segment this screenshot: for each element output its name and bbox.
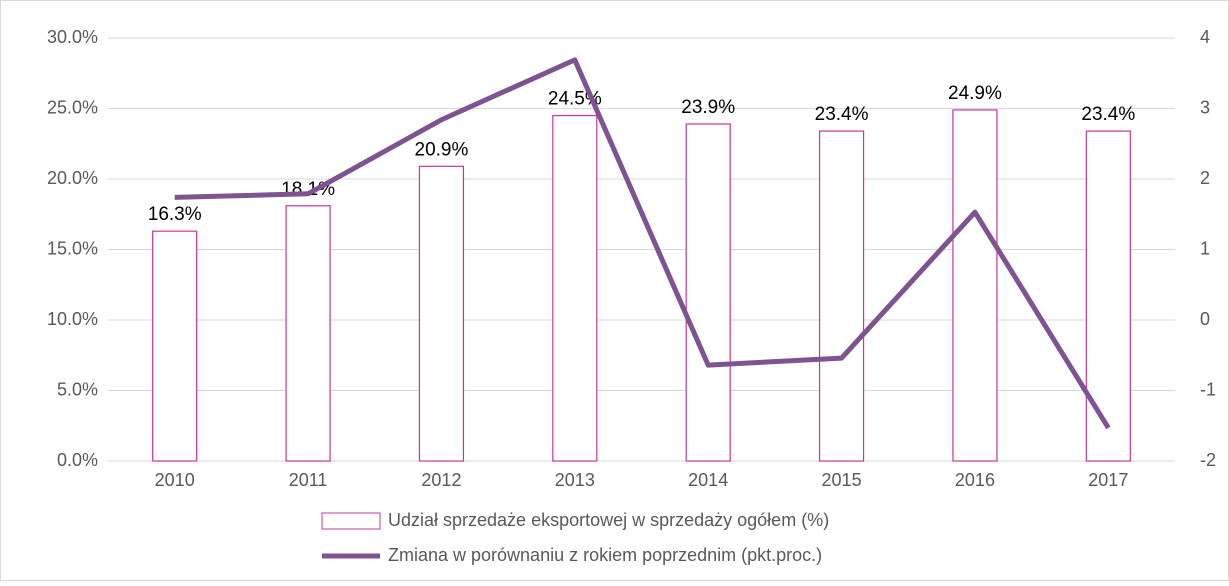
x-tick-label: 2011 bbox=[289, 470, 328, 490]
y2-tick-label: 1 bbox=[1200, 238, 1210, 258]
bar bbox=[952, 109, 998, 462]
x-tick-label: 2015 bbox=[822, 470, 862, 490]
y-tick-label: 15.0% bbox=[47, 238, 98, 258]
y2-tick-label: 4 bbox=[1200, 27, 1210, 47]
bar bbox=[818, 130, 865, 462]
x-tick-label: 2012 bbox=[421, 470, 461, 490]
bar bbox=[152, 230, 198, 462]
data-label: 16.3% bbox=[148, 204, 202, 225]
y-tick-label: 10.0% bbox=[47, 309, 98, 329]
x-tick-label: 2017 bbox=[1088, 470, 1128, 490]
x-tick-label: 2010 bbox=[155, 470, 195, 490]
data-label: 24.9% bbox=[948, 83, 1002, 104]
x-tick-label: 2013 bbox=[555, 470, 595, 490]
y-tick-label: 5.0% bbox=[57, 379, 98, 399]
y-tick-label: 25.0% bbox=[47, 97, 98, 117]
legend-swatch bbox=[321, 512, 381, 530]
bar bbox=[285, 205, 331, 462]
data-label: 20.9% bbox=[415, 139, 469, 160]
data-label: 23.4% bbox=[1081, 104, 1135, 125]
y-tick-label: 20.0% bbox=[47, 168, 98, 188]
y2-tick-label: 0 bbox=[1200, 309, 1210, 329]
bar bbox=[1085, 130, 1131, 462]
y2-tick-label: -1 bbox=[1200, 379, 1216, 399]
y-tick-label: 0.0% bbox=[57, 450, 98, 470]
y2-tick-label: 3 bbox=[1200, 97, 1210, 117]
y-tick-label: 30.0% bbox=[47, 27, 98, 47]
x-tick-label: 2016 bbox=[955, 470, 995, 490]
legend-label: Zmiana w porównaniu z rokiem poprzednim … bbox=[388, 545, 822, 565]
bar bbox=[418, 165, 465, 462]
y2-tick-label: 2 bbox=[1200, 168, 1210, 188]
data-label: 23.4% bbox=[815, 104, 869, 125]
bar bbox=[685, 123, 731, 462]
legend-label: Udział sprzedaże eksportowej w sprzedaży… bbox=[388, 510, 829, 530]
line bbox=[174, 57, 1111, 430]
data-label: 23.9% bbox=[681, 97, 735, 118]
bar bbox=[552, 114, 598, 462]
x-tick-label: 2014 bbox=[688, 470, 728, 490]
y2-tick-label: -2 bbox=[1200, 450, 1216, 470]
